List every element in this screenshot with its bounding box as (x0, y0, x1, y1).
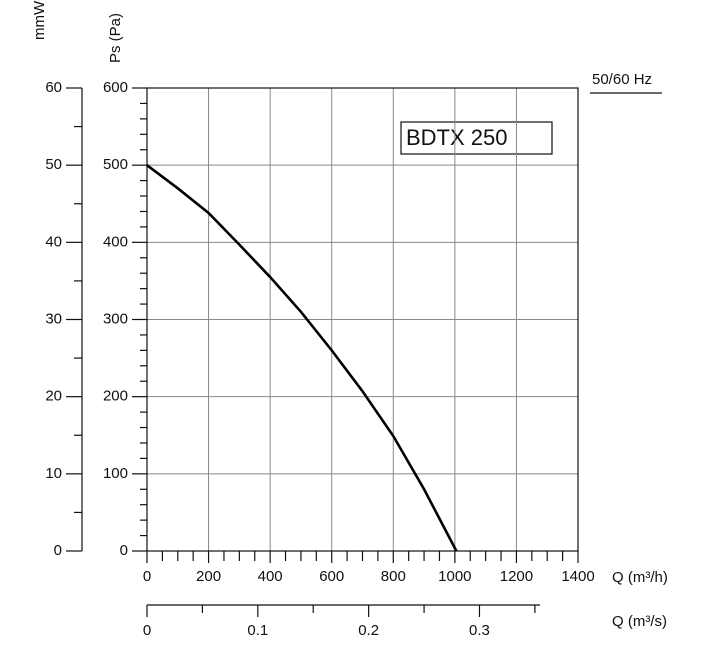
frequency-label: 50/60 Hz (592, 71, 652, 88)
x-tick-label: 0 (143, 568, 151, 585)
x-tick-label: 1200 (500, 568, 533, 585)
x2-tick-label: 0.3 (469, 622, 490, 639)
x-tick-label: 200 (196, 568, 221, 585)
x2-tick-label: 0.1 (247, 622, 268, 639)
curve (146, 164, 458, 552)
y2-tick-label: 0 (54, 542, 62, 559)
x2-axis-label: Q (m³/s) (612, 613, 667, 630)
y-tick-label: 400 (103, 233, 128, 250)
y2-tick-label: 60 (45, 79, 62, 96)
plot-frame (146, 87, 579, 552)
x2-tick-label: 0 (143, 622, 151, 639)
y-tick-label: 600 (103, 79, 128, 96)
model-label: BDTX 250 (406, 125, 508, 150)
y-axis-label: Ps (Pa) (107, 13, 124, 63)
y2-tick-label: 40 (45, 233, 62, 250)
x-tick-label: 600 (319, 568, 344, 585)
y-tick-label: 300 (103, 310, 128, 327)
x-tick-label: 800 (381, 568, 406, 585)
y2-tick-label: 10 (45, 465, 62, 482)
y2-tick-label: 30 (45, 310, 62, 327)
y2-tick-label: 20 (45, 388, 62, 405)
model-box (400, 121, 553, 155)
x-tick-label: 1400 (561, 568, 594, 585)
x-axis-label: Q (m³/h) (612, 569, 668, 586)
y2-axis-label: mmWG (31, 0, 48, 40)
x-tick-label: 1000 (438, 568, 471, 585)
y-tick-label: 100 (103, 465, 128, 482)
y-tick-label: 200 (103, 388, 128, 405)
y-tick-label: 500 (103, 156, 128, 173)
y-tick-label: 0 (120, 542, 128, 559)
y2-tick-label: 50 (45, 156, 62, 173)
x2-tick-label: 0.2 (358, 622, 379, 639)
x-tick-label: 400 (258, 568, 283, 585)
